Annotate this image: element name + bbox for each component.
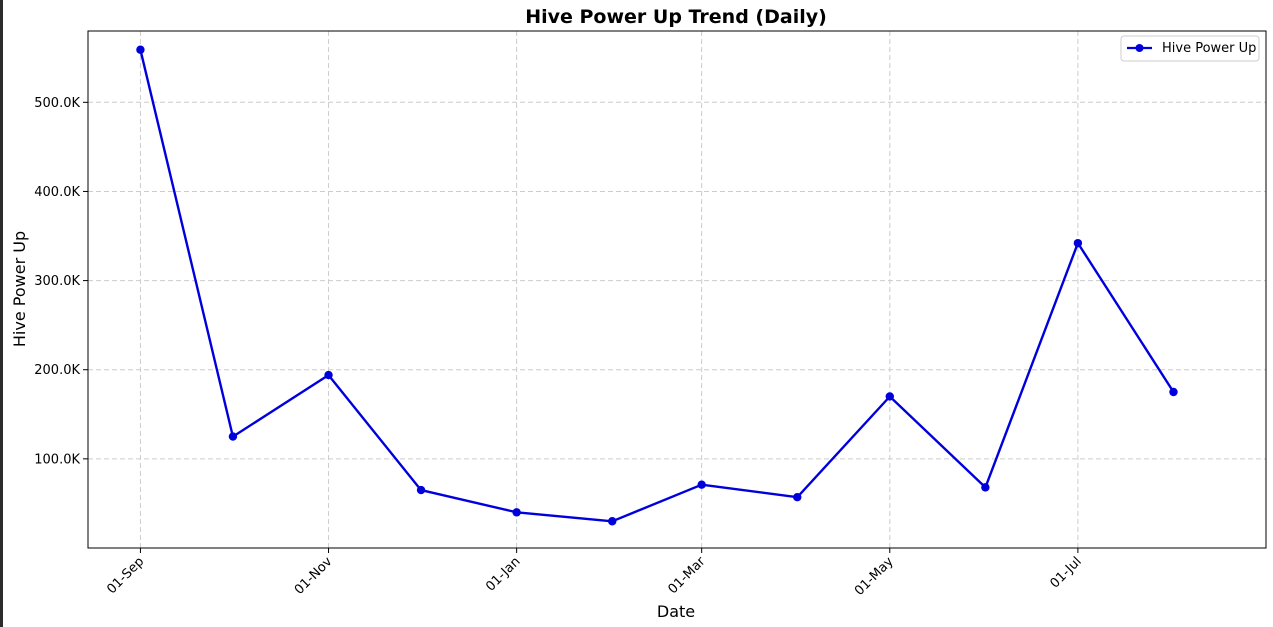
data-point: [1073, 238, 1083, 248]
y-tick-label: 500.0K: [34, 96, 80, 111]
x-tick-label: 01-Mar: [666, 554, 709, 597]
left-window-edge: [0, 0, 3, 627]
chart-title: Hive Power Up Trend (Daily): [525, 6, 827, 28]
data-point: [1169, 387, 1178, 397]
y-axis-label: Hive Power Up: [10, 231, 29, 347]
axis-ticks: 100.0K 200.0K 300.0K 400.0K 500.0K 01-Sep 01-N…: [34, 96, 1084, 599]
x-tick-label: 01-Jan: [483, 554, 523, 594]
data-point: [981, 483, 990, 492]
data-point: [608, 517, 617, 526]
data-point: [324, 370, 333, 380]
legend-marker-swatch: [1135, 44, 1144, 52]
plot-frame: [87, 30, 1267, 549]
data-point: [228, 432, 238, 441]
data-point: [512, 508, 521, 517]
data-point: [697, 480, 706, 489]
legend-box: [1120, 35, 1260, 62]
data-point: [136, 45, 145, 54]
y-tick-label: 100.0K: [34, 452, 80, 467]
x-tick-label: 01-Jul: [1047, 554, 1084, 591]
y-tick-label: 400.0K: [34, 185, 80, 200]
x-tick-label: 01-May: [852, 554, 897, 599]
y-tick-label: 300.0K: [34, 274, 80, 289]
y-tick-label: 200.0K: [34, 363, 80, 378]
grid-lines: [88, 31, 1266, 548]
data-point: [416, 485, 426, 495]
data-point: [793, 492, 802, 502]
legend: Hive Power Up: [1120, 35, 1260, 62]
x-axis-label: Date: [657, 602, 695, 621]
legend-label: Hive Power Up: [1162, 41, 1256, 56]
series-layer: [136, 45, 1178, 526]
series-line: [139, 49, 1175, 523]
x-tick-label: 01-Sep: [104, 554, 147, 597]
data-point: [885, 392, 894, 401]
x-tick-label: 01-Nov: [292, 554, 336, 598]
